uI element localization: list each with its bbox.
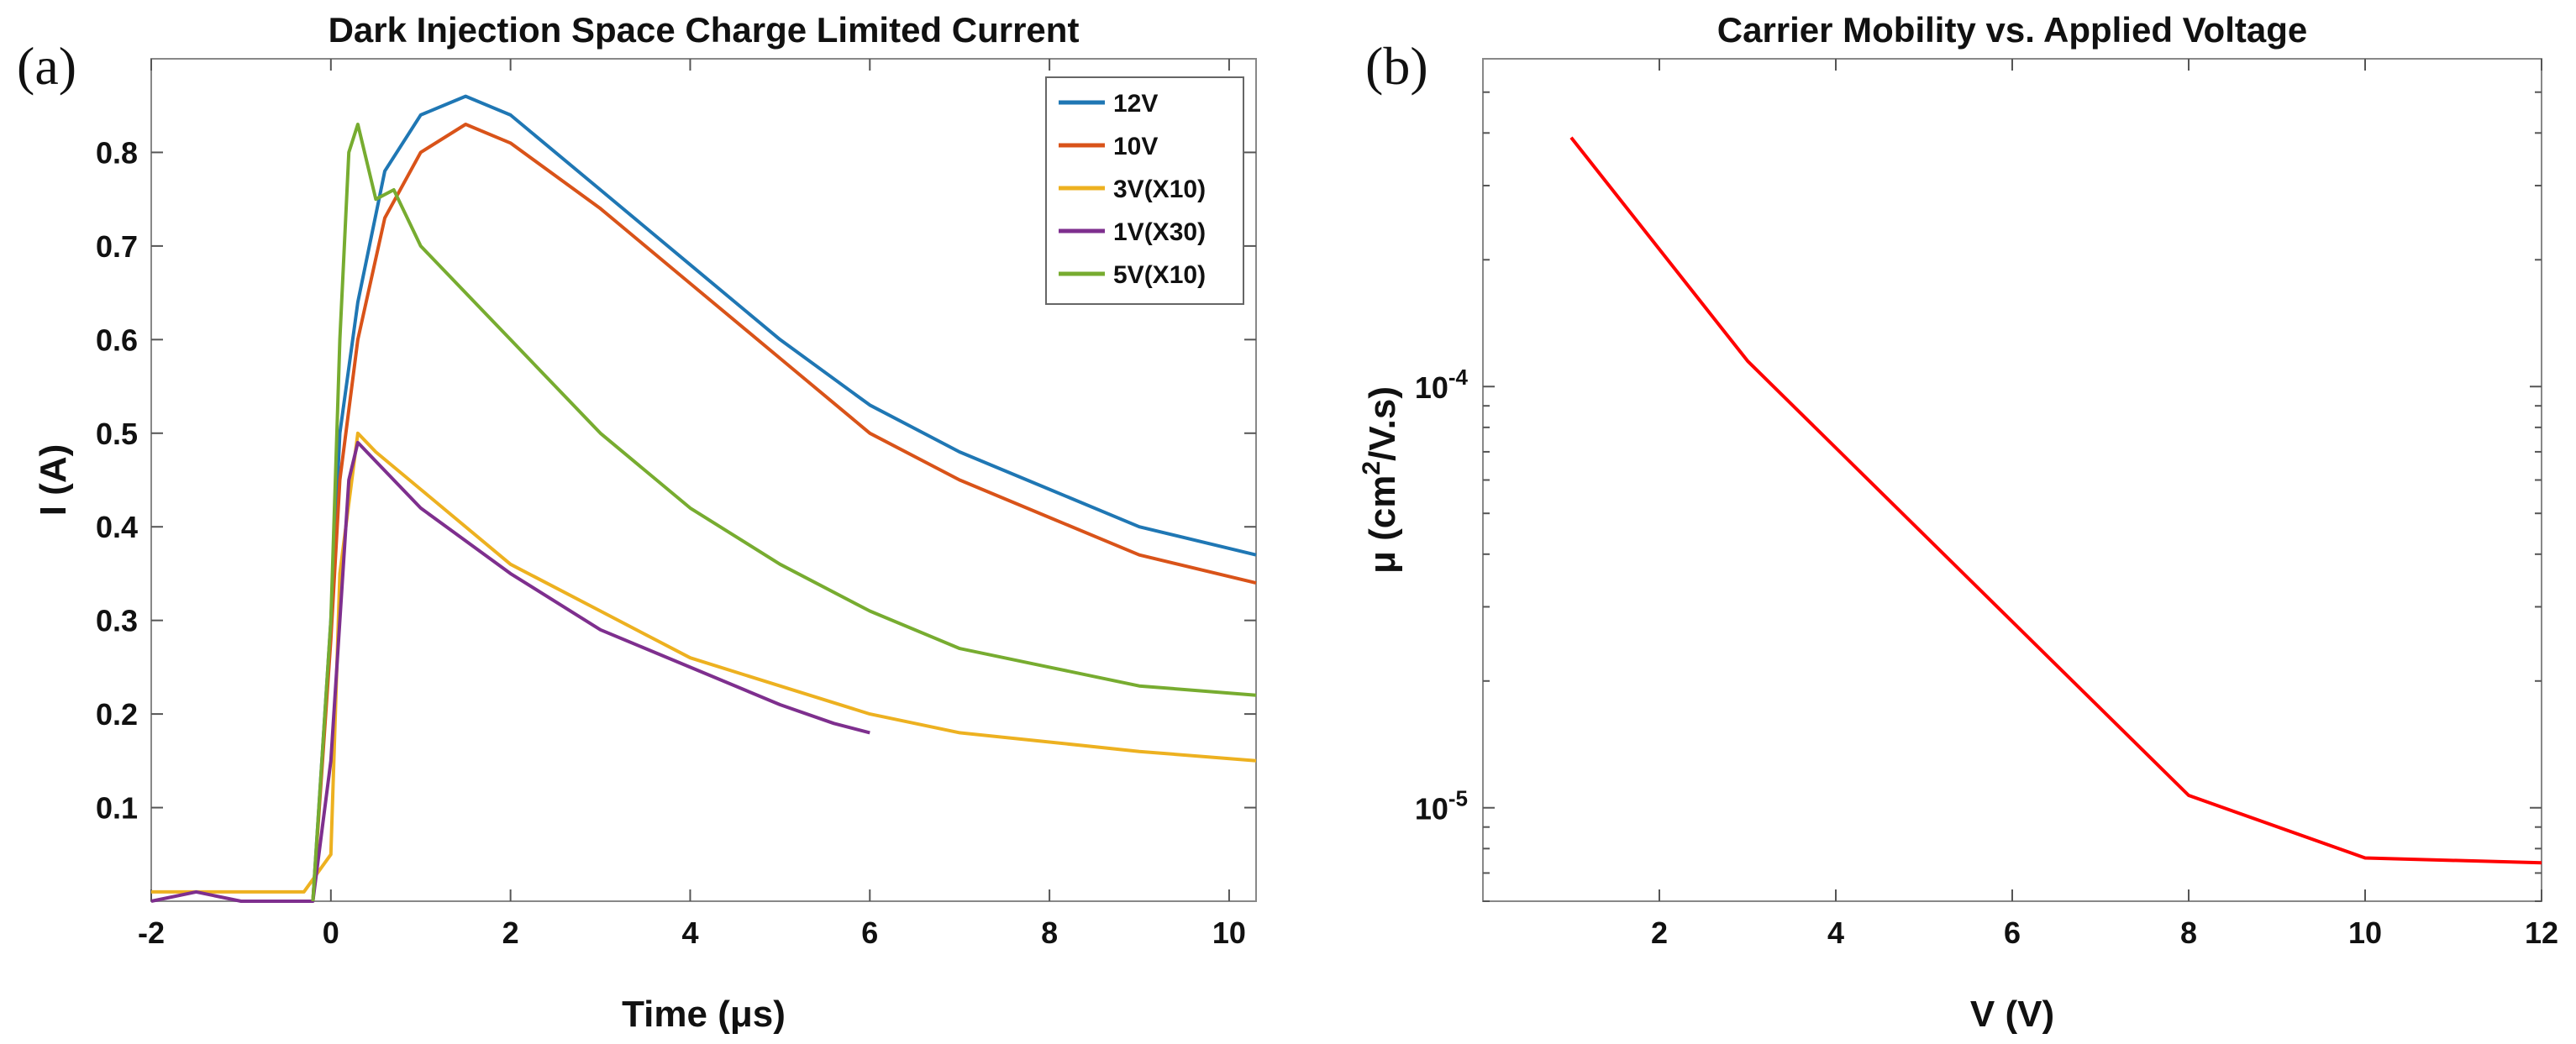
chart-a-y-label: I (A)	[33, 444, 74, 517]
legend-label-12V: 12V	[1113, 90, 1158, 118]
chart-b-y-tick-base: 10	[1415, 370, 1448, 405]
chart-b-x-tick-label: 4	[1827, 915, 1844, 950]
chart-a-legend: 12V 10V 3V(X10) 1V(X30) 5V(X10)	[1045, 76, 1244, 305]
chart-b-x-tick-label: 6	[2004, 915, 2021, 950]
chart-b-y-tick-exp: -4	[1448, 365, 1469, 390]
series-line-3V(X10)	[151, 431, 1257, 894]
chart-b: (b) Carrier Mobility vs. Applied Voltage…	[1358, 10, 2558, 1035]
chart-a-x-tick-label: 2	[502, 915, 519, 950]
series-line-mobility	[1569, 136, 2542, 865]
chart-a-x-tick-label: -2	[138, 915, 165, 950]
chart-a-x-tick-label: 8	[1041, 915, 1058, 950]
chart-b-title: Carrier Mobility vs. Applied Voltage	[1717, 10, 2307, 50]
legend-box	[1045, 76, 1244, 305]
chart-b-y-label: μ (cm2/V.s)	[1358, 386, 1403, 574]
chart-a-y-ticks: 0.1 0.2 0.3 0.4 0.5 0.6 0.7 0.8	[96, 135, 1256, 826]
chart-b-x-tick-label: 8	[2180, 915, 2197, 950]
chart-b-x-ticks: 2 4 6 8 10 12	[1651, 59, 2558, 950]
chart-b-y-tick-label: 10-5	[1415, 786, 1468, 826]
series-line-10V	[311, 123, 1257, 902]
chart-b-y-tick-exp: -5	[1448, 786, 1468, 811]
chart-a-y-tick-label: 0.4	[96, 510, 138, 544]
chart-a-y-tick-label: 0.2	[96, 697, 138, 732]
chart-a-x-tick-label: 6	[861, 915, 878, 950]
chart-a-y-tick-label: 0.6	[96, 323, 138, 357]
legend-label-3V(X10): 3V(X10)	[1113, 176, 1206, 203]
chart-a-x-label: Time (μs)	[622, 994, 786, 1035]
chart-b-x-tick-label: 2	[1651, 915, 1668, 950]
series-line-12V	[311, 94, 1257, 902]
panel-label-b: (b)	[1365, 36, 1428, 96]
chart-b-y-tick-label: 10-4	[1415, 365, 1469, 405]
legend-label-1V(X30): 1V(X30)	[1113, 218, 1206, 246]
chart-b-series	[1569, 136, 2542, 865]
chart-a-y-tick-label: 0.1	[96, 791, 138, 826]
series-line-1V(X30)	[150, 440, 870, 903]
chart-a-x-tick-label: 0	[323, 915, 339, 950]
chart-b-x-tick-label: 10	[2348, 915, 2382, 950]
series-line-5V(X10)	[311, 123, 1257, 902]
legend-label-5V(X10): 5V(X10)	[1113, 261, 1206, 289]
legend-label-10V: 10V	[1113, 133, 1158, 160]
chart-a-x-tick-label: 10	[1212, 915, 1246, 950]
chart-a-series	[150, 94, 1257, 903]
panel-label-a: (a)	[17, 36, 76, 96]
chart-b-x-tick-label: 12	[2525, 915, 2558, 950]
chart-a-y-tick-label: 0.7	[96, 229, 138, 264]
chart-a-plot-area	[150, 58, 1257, 902]
chart-b-x-label: V (V)	[1970, 994, 2054, 1035]
chart-a-x-tick-label: 4	[681, 915, 698, 950]
chart-a: (a) Dark Injection Space Charge Limited …	[17, 10, 1257, 1035]
chart-a-x-ticks: -2 0 2 4 6 8 10	[138, 59, 1246, 950]
chart-b-y-tick-base: 10	[1415, 792, 1448, 826]
chart-a-y-tick-label: 0.5	[96, 417, 138, 451]
chart-a-y-tick-label: 0.3	[96, 604, 138, 638]
chart-a-y-tick-label: 0.8	[96, 135, 138, 170]
chart-b-y-ticks: 10-410-5	[1415, 91, 2542, 902]
chart-b-plot-area	[1482, 58, 2542, 902]
chart-a-title: Dark Injection Space Charge Limited Curr…	[329, 10, 1080, 50]
